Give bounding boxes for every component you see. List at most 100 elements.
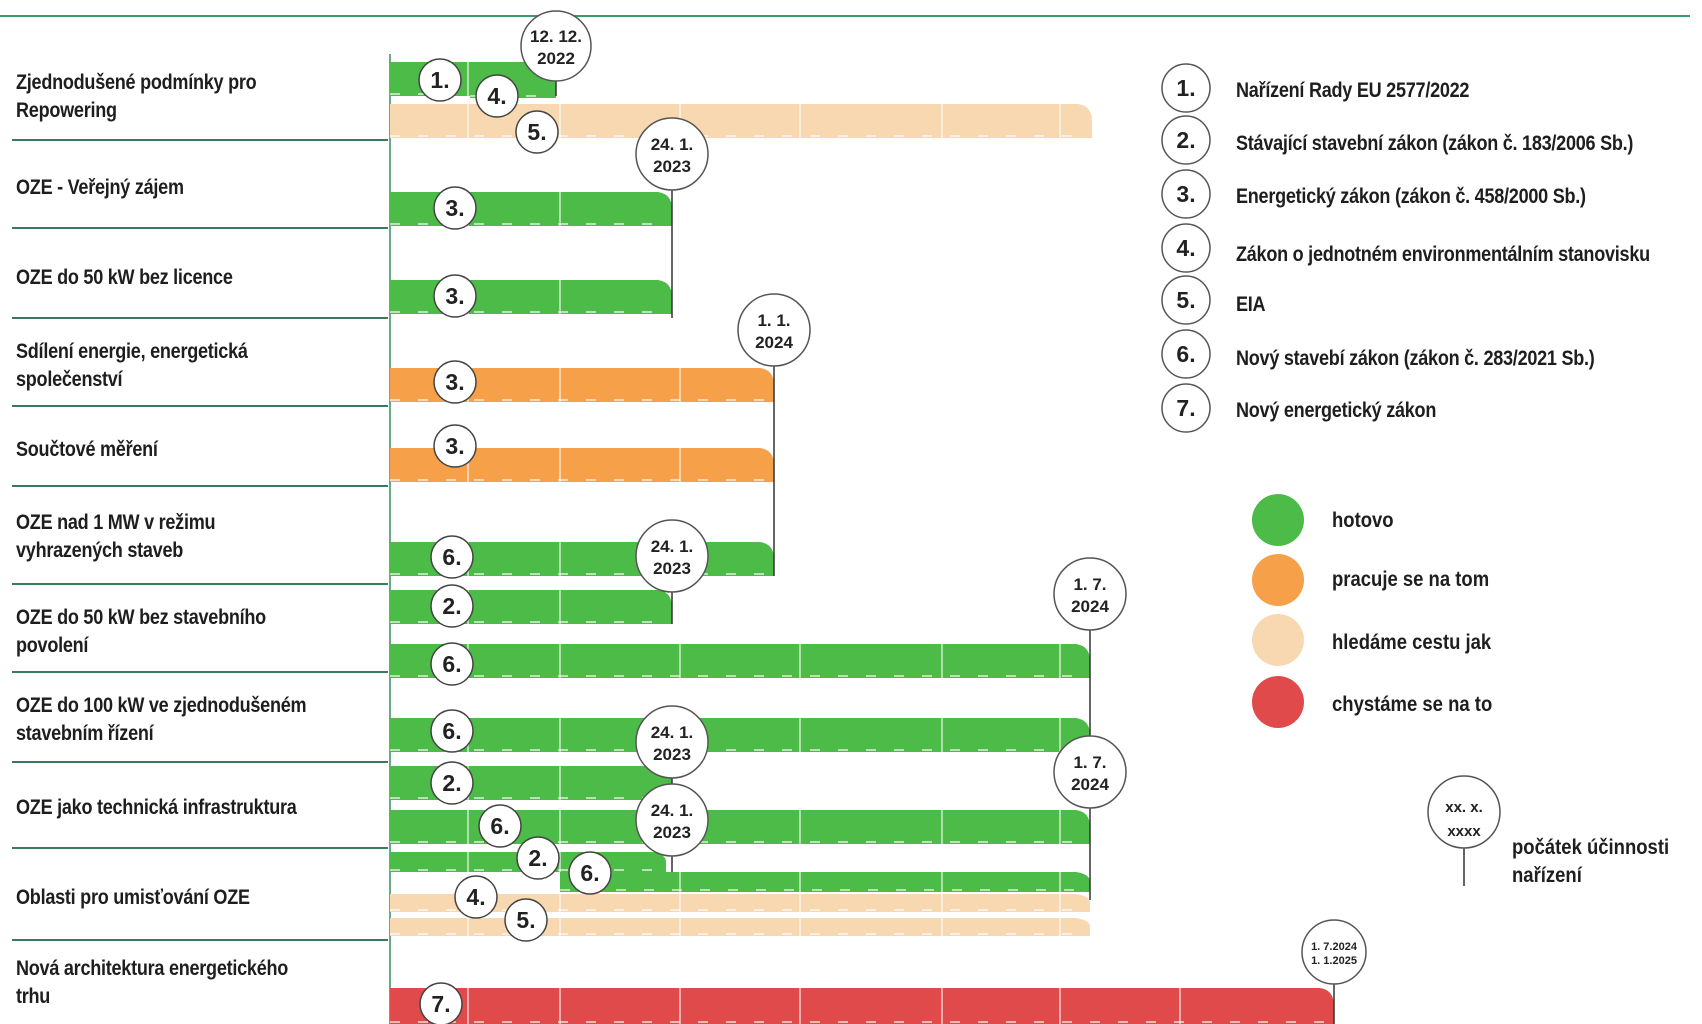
start-legend-label: počátek účinnosti nařízení [1512,836,1670,887]
law-badge-circle [515,110,559,154]
start-legend-date: xxxx [1447,823,1481,840]
row-label: Součtové měření [16,438,158,461]
law-badge-number: 6. [490,813,509,839]
law-badge: 3. [433,360,477,404]
legend-law-number: 4. [1176,235,1195,261]
law-badge: 6. [430,709,474,753]
bar [390,988,1334,1024]
law-badge: 1. [418,58,462,102]
law-badge: 6. [430,535,474,579]
bar-body [390,192,672,226]
milestone-date: 2023 [653,745,691,764]
milestone-bubble: 24. 1. 2023 [635,519,709,593]
law-badge-circle [430,761,474,805]
milestone-bubble: 24. 1. 2023 [635,783,709,857]
bar [390,104,1092,138]
bar-body [390,644,1090,678]
milestone-bubble: 24. 1. 2023 [635,117,709,191]
status-label-progress: pracuje se na tom [1332,568,1490,591]
law-badge-number: 4. [487,83,506,109]
law-badge: 3. [433,186,477,230]
law-badge: 6. [478,804,522,848]
legend-law-circle [1161,63,1211,113]
legend-law-circle [1161,383,1211,433]
bar-body [390,280,672,314]
law-badge-circle [433,360,477,404]
start-legend-bubble: xx. x. xxxx [1427,775,1501,886]
legend-law-number: 7. [1176,395,1195,421]
milestone-date: 2024 [1071,775,1109,794]
legend-law-number: 5. [1176,287,1195,313]
law-badge-number: 4. [466,884,485,910]
bar-body [390,894,1090,912]
milestone-circle [635,519,709,593]
milestone-circle [635,117,709,191]
legend-law-number: 2. [1176,127,1195,153]
bar-body [390,810,1090,844]
bar-body [560,872,1090,892]
bar-body [390,718,1090,752]
legend-law-number: 3. [1176,181,1195,207]
status-label-searching: hledáme cestu jak [1332,631,1492,654]
law-badge: 2. [430,761,474,805]
milestone-date: 24. 1. [651,537,694,556]
legend-law-circle [1161,275,1211,325]
law-badge-circle [418,58,462,102]
law-badge-circle [430,642,474,686]
bar [390,918,1090,936]
bar-body [390,918,1090,936]
legend-law-badge: 3. [1161,169,1211,219]
row-label: Nová architektura energetického trhu [16,957,289,1008]
law-badge: 2. [430,584,474,628]
law-badge-number: 2. [442,593,461,619]
milestone-date: 1. 1. [757,311,790,330]
law-badge: 6. [568,851,612,895]
bar-body [390,988,1334,1024]
law-badge: 6. [430,642,474,686]
law-badge-number: 6. [442,544,461,570]
milestone-date: 1. 7. [1073,575,1106,594]
law-badge-number: 6. [580,860,599,886]
law-badge-number: 5. [516,907,535,933]
start-legend-circle [1427,775,1501,849]
legend-law-circle [1161,115,1211,165]
milestone-date: 2024 [755,333,793,352]
legend-law-badge: 2. [1161,115,1211,165]
milestone-date: 24. 1. [651,135,694,154]
law-badge-number: 3. [445,195,464,221]
law-badge-number: 3. [445,283,464,309]
bar [390,280,672,314]
law-badge-circle [433,186,477,230]
row-label: OZE jako technická infrastruktura [16,796,297,819]
law-badge: 5. [515,110,559,154]
legend-law-badge: 6. [1161,329,1211,379]
law-badge-number: 5. [527,119,546,145]
milestone-circle [1053,557,1127,631]
legend-law-name: Nařízení Rady EU 2577/2022 [1236,79,1470,102]
law-badge-number: 2. [528,845,547,871]
row-label: Sdílení energie, energetická společenstv… [16,340,248,391]
bar-body [390,448,774,482]
bar-body [390,104,1092,138]
bar [390,718,1090,752]
status-dot-progress [1252,554,1304,606]
law-badge-circle [478,804,522,848]
milestone-date: 2024 [1071,597,1109,616]
legend-law-circle [1161,169,1211,219]
milestone-bubble: 24. 1. 2023 [635,705,709,779]
milestone-date: 2022 [537,49,575,68]
bar [390,894,1090,912]
milestone-date: 2023 [653,823,691,842]
law-badge-number: 3. [445,433,464,459]
milestone-bubble: 12. 12. 2022 [520,10,592,82]
legend-law-badge: 4. [1161,223,1211,273]
bar [390,644,1090,678]
legend-law-number: 1. [1176,75,1195,101]
law-badge-number: 7. [431,991,450,1017]
bar [560,872,1090,892]
law-badge-circle [433,424,477,468]
milestone-circle [1301,919,1367,985]
law-badge: 5. [504,898,548,942]
legend-law-circle [1161,329,1211,379]
law-badge-number: 1. [430,67,449,93]
